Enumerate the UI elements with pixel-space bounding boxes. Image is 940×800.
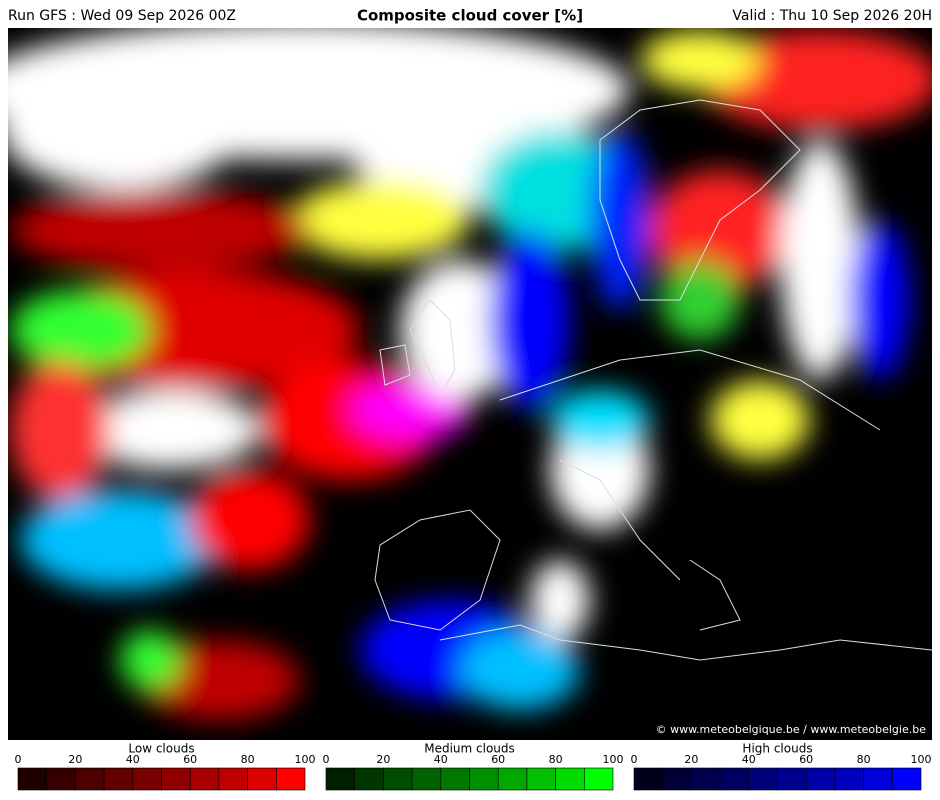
legend-tick-label: 80 <box>241 753 255 766</box>
legend-tick-label: 0 <box>323 753 330 766</box>
color-swatch <box>691 767 721 791</box>
color-swatch <box>469 767 499 791</box>
color-swatch <box>719 767 750 791</box>
legend-tick-label: 80 <box>549 753 563 766</box>
map-title: Composite cloud cover [%] <box>357 7 583 25</box>
run-label: Run GFS : Wed 09 Sep 2026 00Z <box>8 8 236 24</box>
legend-tick-label: 100 <box>911 753 932 766</box>
coastlines <box>374 99 932 661</box>
color-swatch <box>161 767 191 791</box>
color-swatch <box>497 767 528 791</box>
color-swatch <box>805 767 836 791</box>
color-swatch <box>662 767 692 791</box>
color-swatch <box>440 767 470 791</box>
cloud-field <box>8 28 932 720</box>
legend-tick-label: 40 <box>434 753 448 766</box>
legend-tick-label: 20 <box>68 753 82 766</box>
color-swatch <box>354 767 384 791</box>
legend-tick-label: 60 <box>799 753 813 766</box>
legend-tick-label: 20 <box>684 753 698 766</box>
color-swatch <box>132 767 162 791</box>
legends: Low clouds 0 20 40 60 80 100 Medium clouds 0 20 40… <box>15 742 932 791</box>
color-swatch <box>411 767 442 791</box>
color-swatch <box>247 767 277 791</box>
legend-tick-label: 100 <box>295 753 316 766</box>
color-swatch <box>218 767 248 791</box>
color-swatch <box>383 767 413 791</box>
legend-title: Medium clouds <box>424 742 515 756</box>
legend-tick-label: 80 <box>857 753 871 766</box>
color-swatch <box>189 767 220 791</box>
color-swatch <box>526 767 556 791</box>
color-swatch <box>777 767 807 791</box>
legend-tick-label: 0 <box>15 753 22 766</box>
color-swatch <box>863 767 893 791</box>
legend-tick-label: 20 <box>376 753 390 766</box>
legend-tick-label: 0 <box>631 753 638 766</box>
legend-tick-label: 60 <box>183 753 197 766</box>
map: © www.meteobelgique.be / www.meteobelgie… <box>8 28 932 740</box>
legend-tick-label: 60 <box>491 753 505 766</box>
color-swatch <box>555 767 585 791</box>
color-swatch <box>75 767 105 791</box>
legend-title: Low clouds <box>128 742 194 756</box>
color-swatch <box>891 767 922 791</box>
color-swatch <box>46 767 76 791</box>
valid-label: Valid : Thu 10 Sep 2026 20H <box>732 8 932 24</box>
color-swatch <box>17 767 48 791</box>
color-swatch <box>103 767 134 791</box>
color-swatch <box>633 767 664 791</box>
color-swatch <box>325 767 356 791</box>
legend-tick-label: 40 <box>126 753 140 766</box>
legend-title: High clouds <box>742 742 812 756</box>
color-swatch <box>748 767 778 791</box>
legend-tick-label: 100 <box>603 753 624 766</box>
credit: © www.meteobelgique.be / www.meteobelgie… <box>656 723 927 736</box>
legend-tick-label: 40 <box>742 753 756 766</box>
color-swatch <box>834 767 864 791</box>
color-swatch <box>275 767 306 791</box>
color-swatch <box>583 767 614 791</box>
